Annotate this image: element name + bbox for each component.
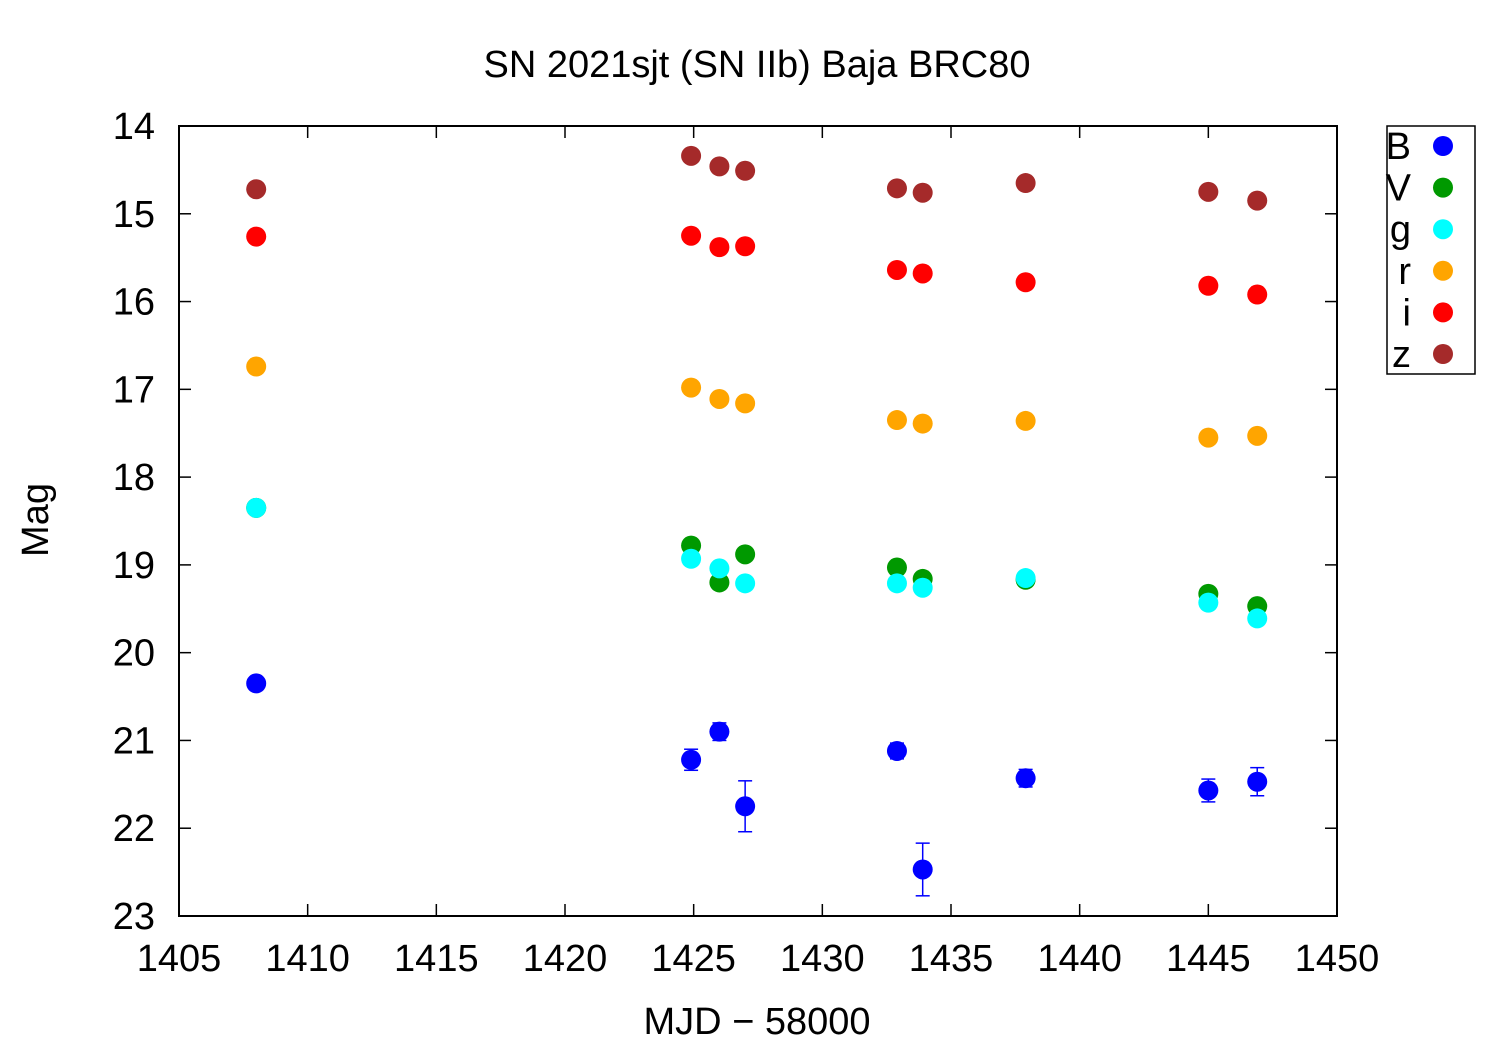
x-tick-label: 1435 bbox=[909, 938, 994, 980]
axis-ticks: 1405 1410 1415 1420 1425 1430 1435 1440 1445 1450… bbox=[113, 106, 1380, 980]
data-point-g bbox=[246, 497, 267, 518]
y-tick-label: 22 bbox=[113, 808, 155, 850]
data-point-V bbox=[735, 544, 756, 565]
legend-marker-z bbox=[1433, 344, 1453, 364]
y-axis-label: Mag bbox=[15, 483, 57, 557]
data-point-V bbox=[886, 557, 907, 578]
data-point-z bbox=[886, 178, 907, 199]
data-point-r bbox=[246, 356, 267, 377]
x-axis-label: MJD − 58000 bbox=[643, 1001, 870, 1043]
legend-label-r: r bbox=[1398, 251, 1411, 293]
y-tick-label: 21 bbox=[113, 720, 155, 762]
x-tick-label: 1405 bbox=[137, 938, 222, 980]
data-point-z bbox=[1015, 173, 1036, 194]
data-point-B bbox=[681, 749, 702, 770]
y-tick-label: 19 bbox=[113, 545, 155, 587]
data-point-i bbox=[246, 226, 267, 247]
data-point-i bbox=[735, 236, 756, 257]
data-point-r bbox=[1198, 427, 1219, 448]
data-point-V bbox=[709, 572, 730, 593]
series-i bbox=[246, 225, 1268, 305]
data-point-B bbox=[1247, 771, 1268, 792]
legend-label-z: z bbox=[1392, 334, 1411, 376]
legend-label-V: V bbox=[1386, 168, 1412, 210]
y-tick-label: 16 bbox=[113, 282, 155, 324]
data-point-i bbox=[709, 237, 730, 258]
y-tick-label: 23 bbox=[113, 896, 155, 938]
data-point-z bbox=[1247, 190, 1268, 211]
y-tick-label: 14 bbox=[113, 106, 155, 148]
legend-marker-g bbox=[1433, 219, 1453, 240]
x-tick-label: 1415 bbox=[394, 938, 479, 980]
data-point-r bbox=[681, 377, 702, 398]
data-points bbox=[246, 145, 1268, 897]
x-tick-label: 1425 bbox=[651, 938, 736, 980]
data-point-B bbox=[912, 859, 933, 880]
data-point-r bbox=[1247, 425, 1268, 446]
data-point-i bbox=[886, 259, 907, 280]
data-point-g bbox=[1198, 592, 1219, 613]
data-point-B bbox=[735, 796, 756, 817]
data-point-g bbox=[709, 558, 730, 579]
data-point-z bbox=[709, 156, 730, 177]
data-point-z bbox=[246, 179, 267, 200]
data-point-g bbox=[735, 573, 756, 594]
data-point-z bbox=[912, 182, 933, 203]
x-tick-label: 1410 bbox=[265, 938, 350, 980]
legend-marker-B bbox=[1433, 136, 1453, 156]
data-point-B bbox=[246, 673, 267, 694]
data-point-g bbox=[1015, 568, 1036, 589]
data-point-g bbox=[1247, 608, 1268, 629]
legend-label-B: B bbox=[1386, 126, 1411, 168]
data-point-z bbox=[681, 145, 702, 166]
data-point-g bbox=[912, 577, 933, 598]
data-point-B bbox=[1015, 768, 1036, 789]
data-point-g bbox=[681, 548, 702, 569]
series-B bbox=[246, 673, 1268, 897]
data-point-B bbox=[1198, 780, 1219, 801]
data-point-i bbox=[1247, 284, 1268, 305]
plot-frame bbox=[178, 125, 1338, 917]
x-tick-label: 1450 bbox=[1295, 938, 1380, 980]
data-point-i bbox=[1198, 275, 1219, 296]
series-g bbox=[246, 497, 1268, 629]
x-tick-label: 1420 bbox=[523, 938, 608, 980]
y-tick-label: 15 bbox=[113, 194, 155, 236]
data-point-r bbox=[709, 388, 730, 409]
legend-marker-V bbox=[1433, 177, 1453, 198]
data-point-r bbox=[912, 413, 933, 434]
x-tick-label: 1430 bbox=[780, 938, 865, 980]
data-point-r bbox=[886, 410, 907, 431]
chart-title: SN 2021sjt (SN IIb) Baja BRC80 bbox=[483, 44, 1030, 86]
y-tick-label: 18 bbox=[113, 457, 155, 499]
data-point-r bbox=[735, 393, 756, 414]
data-point-g bbox=[886, 573, 907, 594]
series-V bbox=[246, 497, 1268, 617]
y-tick-label: 20 bbox=[113, 633, 155, 675]
y-tick-label: 17 bbox=[113, 369, 155, 411]
series-z bbox=[246, 145, 1268, 211]
data-point-z bbox=[1198, 181, 1219, 202]
data-point-z bbox=[735, 160, 756, 181]
x-tick-label: 1445 bbox=[1166, 938, 1251, 980]
data-point-i bbox=[681, 225, 702, 246]
data-point-r bbox=[1015, 410, 1036, 431]
legend-label-i: i bbox=[1403, 292, 1411, 334]
data-point-B bbox=[886, 740, 907, 761]
series-r bbox=[246, 356, 1268, 448]
legend-marker-r bbox=[1433, 260, 1453, 281]
data-point-B bbox=[709, 721, 730, 742]
legend-marker-i bbox=[1433, 302, 1453, 323]
legend-box bbox=[1386, 125, 1476, 375]
x-tick-label: 1440 bbox=[1037, 938, 1122, 980]
data-point-i bbox=[1015, 272, 1036, 293]
legend-label-g: g bbox=[1390, 209, 1411, 251]
data-point-i bbox=[912, 263, 933, 284]
